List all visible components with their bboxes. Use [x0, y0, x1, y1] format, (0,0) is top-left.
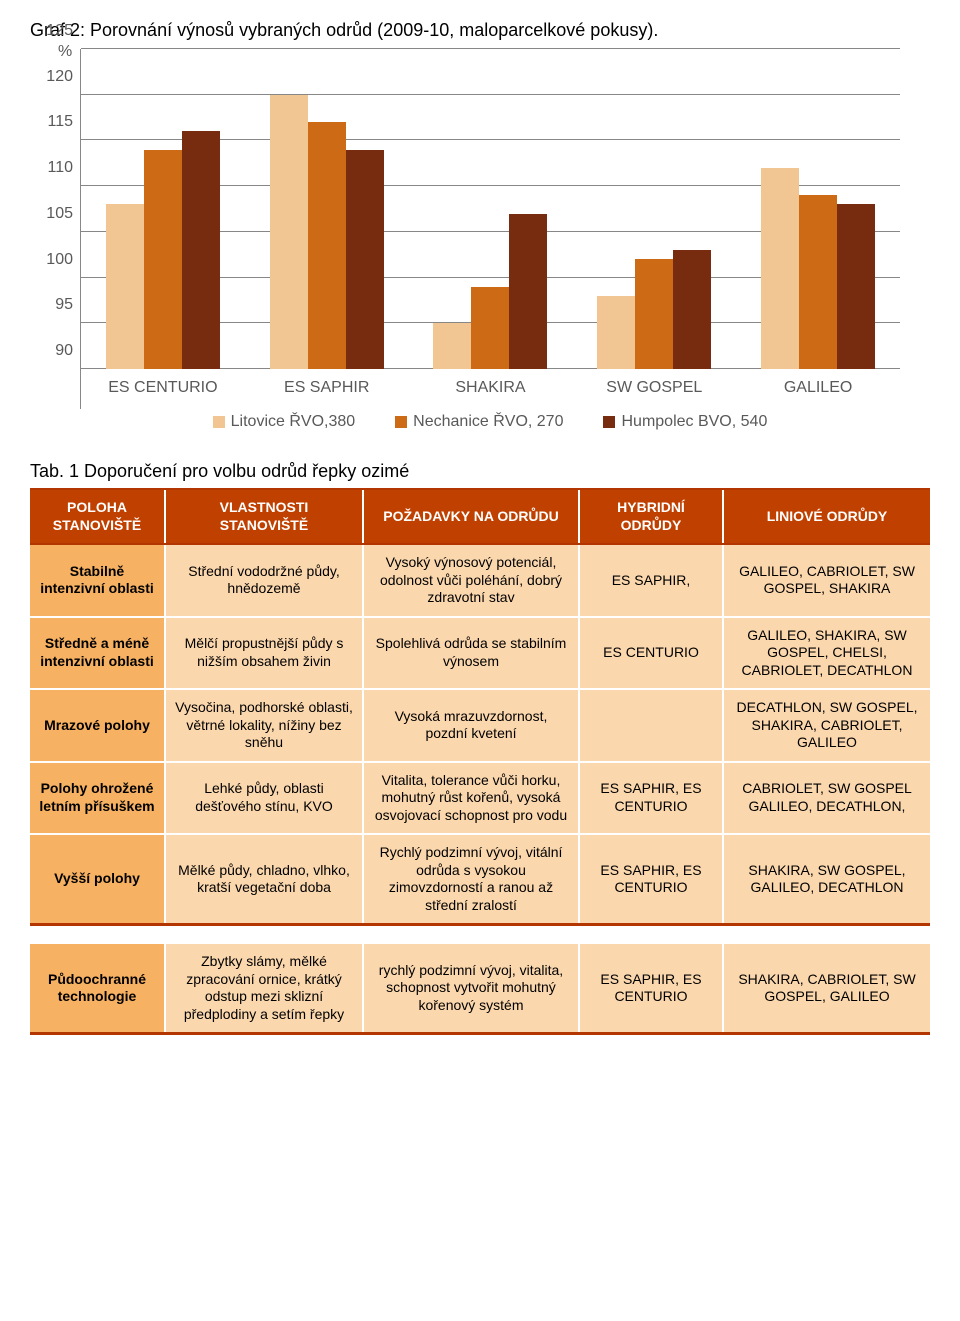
y-tick-label: 105: [46, 205, 81, 223]
row-header: Mrazové polohy: [30, 689, 165, 762]
legend-item: Litovice ŘVO,380: [213, 413, 356, 431]
table-title: Tab. 1 Doporučení pro volbu odrůd řepky …: [30, 461, 930, 482]
table-cell: ES SAPHIR, ES CENTURIO: [579, 762, 723, 835]
chart: % 9095100105110115120125 ES CENTURIOES S…: [30, 49, 900, 431]
y-tick-label: 110: [47, 159, 81, 177]
x-tick-label: SHAKIRA: [409, 379, 573, 397]
row-header: Vyšší polohy: [30, 834, 165, 925]
table-cell: GALILEO, CABRIOLET, SW GOSPEL, SHAKIRA: [723, 544, 930, 617]
table-cell: Lehké půdy, oblasti dešťového stínu, KVO: [165, 762, 363, 835]
table-cell: GALILEO, SHAKIRA, SW GOSPEL, CHELSI, CAB…: [723, 617, 930, 690]
bar-group: [572, 49, 736, 369]
bar: [270, 95, 308, 369]
table-cell: Střední vododržné půdy, hnědozemě: [165, 544, 363, 617]
row-header: Stabilně intenzivní oblasti: [30, 544, 165, 617]
table-cell: Spolehlivá odrůda se stabilním výnosem: [363, 617, 579, 690]
legend-swatch: [603, 416, 615, 428]
y-tick-label: 95: [55, 296, 81, 314]
bar: [597, 296, 635, 369]
table-cell: ES SAPHIR, ES CENTURIO: [579, 944, 723, 1034]
bar-group: [245, 49, 409, 369]
bar: [433, 323, 471, 369]
bar: [837, 204, 875, 369]
bar: [761, 168, 799, 369]
y-tick-label: 120: [46, 68, 81, 86]
table-row: Polohy ohrožené letním přísuškemLehké pů…: [30, 762, 930, 835]
legend-label: Nechanice ŘVO, 270: [413, 413, 563, 431]
table-cell: ES SAPHIR,: [579, 544, 723, 617]
bar: [106, 204, 144, 369]
column-header: HYBRIDNÍ ODRŮDY: [579, 489, 723, 544]
table-cell: ES CENTURIO: [579, 617, 723, 690]
x-tick-label: ES CENTURIO: [81, 379, 245, 397]
y-tick-label: 90: [55, 342, 81, 360]
bar: [509, 214, 547, 369]
bar: [144, 150, 182, 369]
table-row: Mrazové polohyVysočina, podhorské oblast…: [30, 689, 930, 762]
x-tick-label: GALILEO: [736, 379, 900, 397]
table-cell: SHAKIRA, CABRIOLET, SW GOSPEL, GALILEO: [723, 944, 930, 1034]
legend-item: Nechanice ŘVO, 270: [395, 413, 563, 431]
table-row: Stabilně intenzivní oblastiStřední vodod…: [30, 544, 930, 617]
bar: [308, 122, 346, 369]
legend-swatch: [213, 416, 225, 428]
legend-label: Litovice ŘVO,380: [231, 413, 356, 431]
recommendation-table: POLOHA STANOVIŠTĚVLASTNOSTI STANOVIŠTĚPO…: [30, 488, 930, 1035]
y-axis-unit: %: [58, 43, 72, 61]
table-cell: Zbytky slámy, mělké zpracování ornice, k…: [165, 944, 363, 1034]
chart-title: Graf 2: Porovnání výnosů vybraných odrůd…: [30, 20, 930, 41]
legend-item: Humpolec BVO, 540: [603, 413, 767, 431]
table-cell: Rychlý podzimní vývoj, vitální odrůda s …: [363, 834, 579, 925]
bar: [635, 259, 673, 369]
bar-group: [736, 49, 900, 369]
table-row: Vyšší polohyMělké půdy, chladno, vlhko, …: [30, 834, 930, 925]
legend-swatch: [395, 416, 407, 428]
table-cell: Mělčí propustnější půdy s nižším obsahem…: [165, 617, 363, 690]
table-cell: Vysočina, podhorské oblasti, větrné loka…: [165, 689, 363, 762]
y-tick-label: 125: [46, 22, 81, 40]
table-cell: DECATHLON, SW GOSPEL, SHAKIRA, CABRIOLET…: [723, 689, 930, 762]
table-row: Středně a méně intenzivní oblastiMělčí p…: [30, 617, 930, 690]
table-cell: Vysoký výnosový potenciál, odolnost vůči…: [363, 544, 579, 617]
legend-label: Humpolec BVO, 540: [621, 413, 767, 431]
table-cell: Vysoká mrazuvzdornost, pozdní kvetení: [363, 689, 579, 762]
bar: [673, 250, 711, 369]
table-cell: rychlý podzimní vývoj, vitalita, schopno…: [363, 944, 579, 1034]
x-tick-label: ES SAPHIR: [245, 379, 409, 397]
row-header: Středně a méně intenzivní oblasti: [30, 617, 165, 690]
y-tick-label: 115: [47, 113, 81, 131]
x-tick-label: SW GOSPEL: [572, 379, 736, 397]
bar: [471, 287, 509, 369]
bar-group: [81, 49, 245, 369]
table-cell: SHAKIRA, SW GOSPEL, GALILEO, DECATHLON: [723, 834, 930, 925]
column-header: POLOHA STANOVIŠTĚ: [30, 489, 165, 544]
column-header: LINIOVÉ ODRŮDY: [723, 489, 930, 544]
table-cell: CABRIOLET, SW GOSPEL GALILEO, DECATHLON,: [723, 762, 930, 835]
table-cell: [579, 689, 723, 762]
table-cell: Vitalita, tolerance vůči horku, mohutný …: [363, 762, 579, 835]
table-cell: Mělké půdy, chladno, vlhko, kratší veget…: [165, 834, 363, 925]
bar-group: [409, 49, 573, 369]
bar: [799, 195, 837, 369]
column-header: POŽADAVKY NA ODRŮDU: [363, 489, 579, 544]
bar: [346, 150, 384, 369]
bar: [182, 131, 220, 369]
y-tick-label: 100: [46, 251, 81, 269]
table-cell: ES SAPHIR, ES CENTURIO: [579, 834, 723, 925]
row-header: Půdoochranné technologie: [30, 944, 165, 1034]
row-header: Polohy ohrožené letním přísuškem: [30, 762, 165, 835]
column-header: VLASTNOSTI STANOVIŠTĚ: [165, 489, 363, 544]
